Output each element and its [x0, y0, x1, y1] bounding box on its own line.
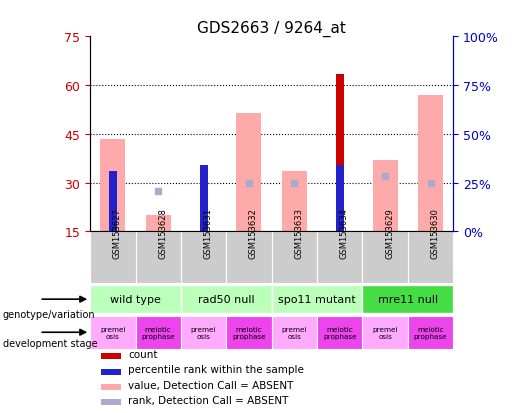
- Bar: [101, 384, 121, 390]
- FancyBboxPatch shape: [317, 316, 363, 349]
- FancyBboxPatch shape: [272, 316, 317, 349]
- Text: value, Detection Call = ABSENT: value, Detection Call = ABSENT: [128, 380, 294, 389]
- Bar: [336, 165, 344, 232]
- Bar: [373, 160, 398, 232]
- FancyBboxPatch shape: [181, 232, 226, 284]
- FancyBboxPatch shape: [135, 232, 181, 284]
- FancyBboxPatch shape: [181, 285, 272, 313]
- Text: GSM153631: GSM153631: [203, 208, 213, 259]
- Text: development stage: development stage: [3, 339, 97, 349]
- Bar: [236, 113, 262, 232]
- Bar: [100, 139, 125, 232]
- Text: rank, Detection Call = ABSENT: rank, Detection Call = ABSENT: [128, 395, 288, 405]
- Text: GSM153634: GSM153634: [340, 208, 349, 259]
- FancyBboxPatch shape: [90, 285, 181, 313]
- Text: percentile rank within the sample: percentile rank within the sample: [128, 364, 304, 374]
- FancyBboxPatch shape: [181, 316, 226, 349]
- Bar: [199, 165, 208, 232]
- Text: genotype/variation: genotype/variation: [3, 310, 95, 320]
- Bar: [101, 369, 121, 375]
- Text: meiotic
prophase: meiotic prophase: [414, 326, 448, 339]
- Text: mre11 null: mre11 null: [378, 294, 438, 304]
- FancyBboxPatch shape: [90, 232, 135, 284]
- Text: premei
osis: premei osis: [100, 326, 126, 339]
- Bar: [109, 172, 117, 232]
- Text: premei
osis: premei osis: [372, 326, 398, 339]
- Bar: [101, 399, 121, 405]
- Bar: [101, 354, 121, 359]
- Text: GSM153627: GSM153627: [113, 208, 122, 259]
- Bar: [282, 172, 307, 232]
- Text: premei
osis: premei osis: [191, 326, 216, 339]
- FancyBboxPatch shape: [226, 232, 272, 284]
- FancyBboxPatch shape: [90, 316, 135, 349]
- Bar: [199, 165, 208, 232]
- FancyBboxPatch shape: [135, 316, 181, 349]
- Bar: [418, 95, 443, 232]
- FancyBboxPatch shape: [272, 285, 363, 313]
- FancyBboxPatch shape: [408, 316, 453, 349]
- Text: meiotic
prophase: meiotic prophase: [142, 326, 175, 339]
- FancyBboxPatch shape: [226, 316, 272, 349]
- FancyBboxPatch shape: [363, 232, 408, 284]
- Text: spo11 mutant: spo11 mutant: [278, 294, 356, 304]
- Text: premei
osis: premei osis: [282, 326, 307, 339]
- Text: GSM153633: GSM153633: [295, 208, 303, 259]
- Text: GSM153630: GSM153630: [431, 208, 439, 259]
- Bar: [146, 216, 170, 232]
- Text: rad50 null: rad50 null: [198, 294, 254, 304]
- Text: GSM153629: GSM153629: [385, 208, 394, 259]
- Text: wild type: wild type: [110, 294, 161, 304]
- Title: GDS2663 / 9264_at: GDS2663 / 9264_at: [197, 21, 346, 37]
- FancyBboxPatch shape: [363, 316, 408, 349]
- Text: GSM153632: GSM153632: [249, 208, 258, 259]
- Text: count: count: [128, 349, 158, 359]
- Text: meiotic
prophase: meiotic prophase: [232, 326, 266, 339]
- Text: GSM153628: GSM153628: [158, 208, 167, 259]
- FancyBboxPatch shape: [408, 232, 453, 284]
- FancyBboxPatch shape: [317, 232, 363, 284]
- Text: meiotic
prophase: meiotic prophase: [323, 326, 356, 339]
- FancyBboxPatch shape: [272, 232, 317, 284]
- FancyBboxPatch shape: [363, 285, 453, 313]
- Bar: [336, 74, 344, 232]
